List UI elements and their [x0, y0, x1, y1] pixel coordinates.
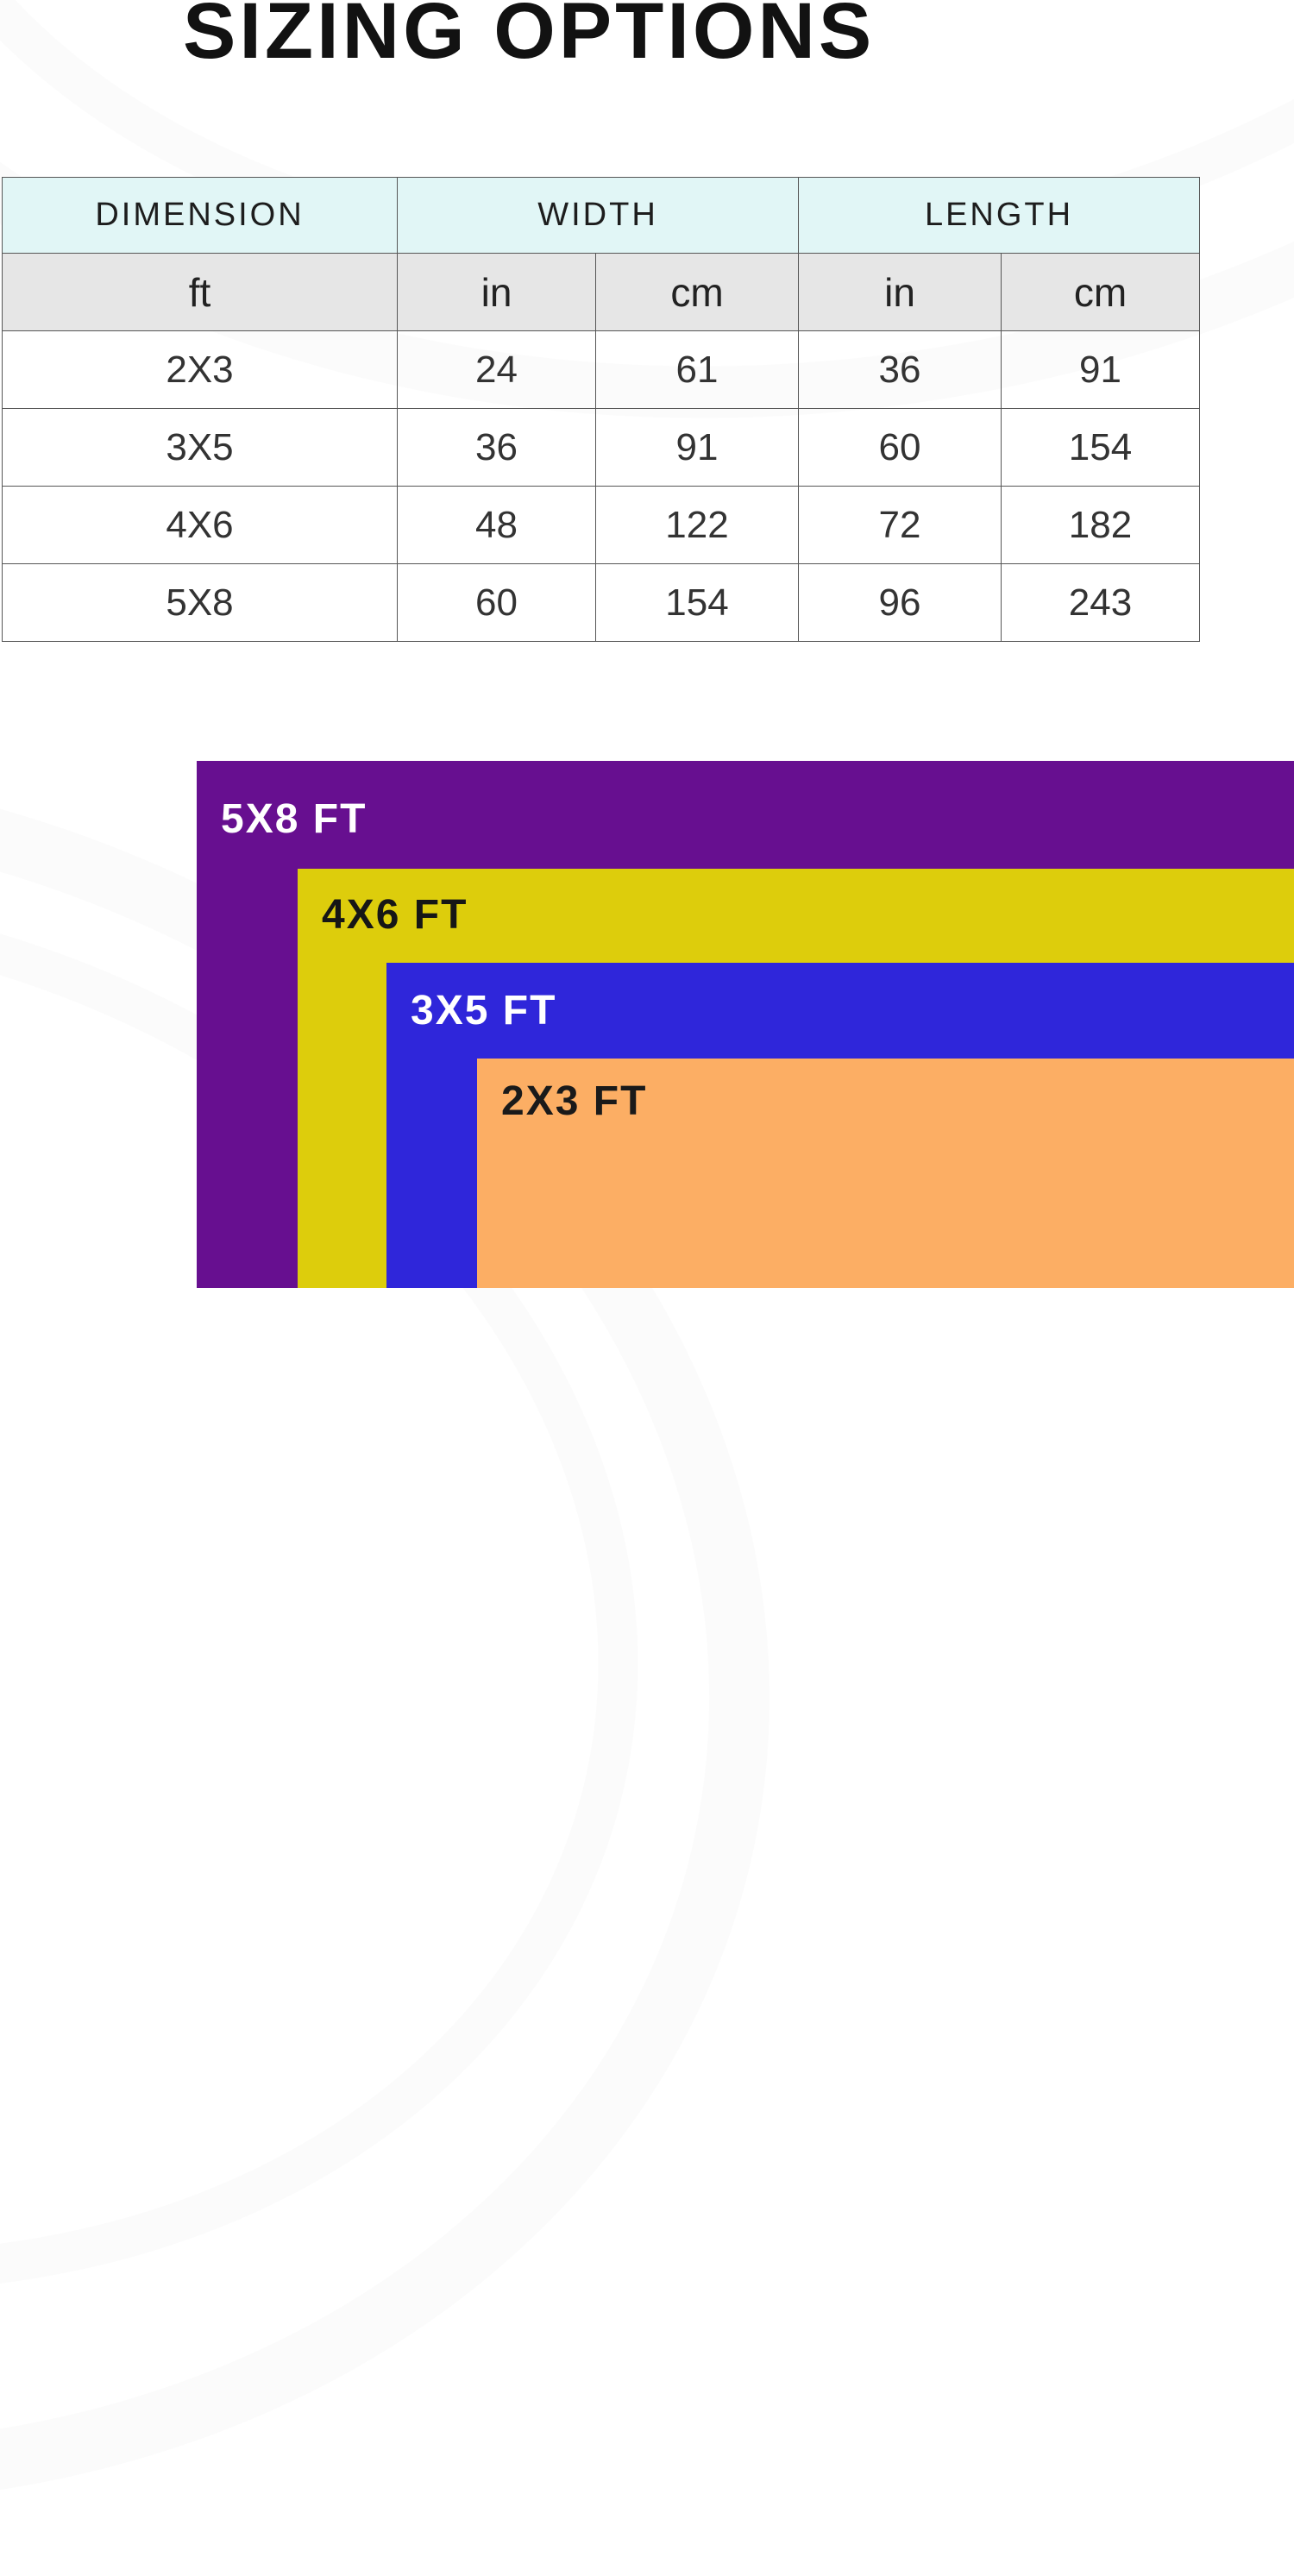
table-row-3x5: 3X5 36 91 60 154	[2, 408, 1201, 487]
cell-length-cm: 91	[1000, 330, 1201, 409]
cell-width-cm: 91	[595, 408, 799, 487]
table-row-2x3: 2X3 24 61 36 91	[2, 330, 1201, 409]
cell-dimension: 5X8	[2, 563, 398, 642]
cell-length-cm: 243	[1000, 563, 1201, 642]
unit-length-cm: cm	[1000, 253, 1201, 331]
sizing-table: DIMENSION WIDTH LENGTH ft in cm in cm 2X…	[2, 177, 1201, 642]
cell-width-in: 60	[397, 563, 596, 642]
table-group-header-row: DIMENSION WIDTH LENGTH	[2, 177, 1201, 254]
unit-width-cm: cm	[595, 253, 799, 331]
size-rect-2x3: 2X3 FT	[477, 1059, 1294, 1288]
cell-length-in: 96	[798, 563, 1002, 642]
size-label-2x3: 2X3 FT	[501, 1078, 648, 1124]
cell-width-in: 36	[397, 408, 596, 487]
cell-dimension: 4X6	[2, 486, 398, 564]
header-width: WIDTH	[397, 177, 799, 254]
cell-dimension: 3X5	[2, 408, 398, 487]
size-label-4x6: 4X6 FT	[322, 892, 468, 938]
size-rect-4x6: 4X6 FT	[298, 869, 1294, 1288]
cell-width-cm: 154	[595, 563, 799, 642]
unit-length-in: in	[798, 253, 1002, 331]
unit-width-in: in	[397, 253, 596, 331]
background-swirl	[0, 712, 788, 2468]
cell-width-in: 24	[397, 330, 596, 409]
size-label-5x8: 5X8 FT	[221, 796, 367, 842]
cell-dimension: 2X3	[2, 330, 398, 409]
size-rect-5x8: 5X8 FT	[197, 761, 1294, 1288]
cell-width-cm: 61	[595, 330, 799, 409]
size-rect-3x5: 3X5 FT	[386, 963, 1294, 1288]
table-unit-header-row: ft in cm in cm	[2, 253, 1201, 331]
table-row-5x8: 5X8 60 154 96 243	[2, 563, 1201, 642]
cell-length-in: 72	[798, 486, 1002, 564]
cell-length-in: 60	[798, 408, 1002, 487]
cell-length-in: 36	[798, 330, 1002, 409]
header-length: LENGTH	[797, 177, 1201, 254]
background-swirl	[0, 574, 933, 2576]
header-dimension: DIMENSION	[2, 177, 398, 254]
cell-length-cm: 154	[1000, 408, 1201, 487]
page-title: SIZING OPTIONS	[183, 0, 876, 75]
table-row-4x6: 4X6 48 122 72 182	[2, 486, 1201, 564]
size-label-3x5: 3X5 FT	[411, 988, 557, 1034]
cell-width-cm: 122	[595, 486, 799, 564]
cell-width-in: 48	[397, 486, 596, 564]
cell-length-cm: 182	[1000, 486, 1201, 564]
unit-ft: ft	[2, 253, 398, 331]
